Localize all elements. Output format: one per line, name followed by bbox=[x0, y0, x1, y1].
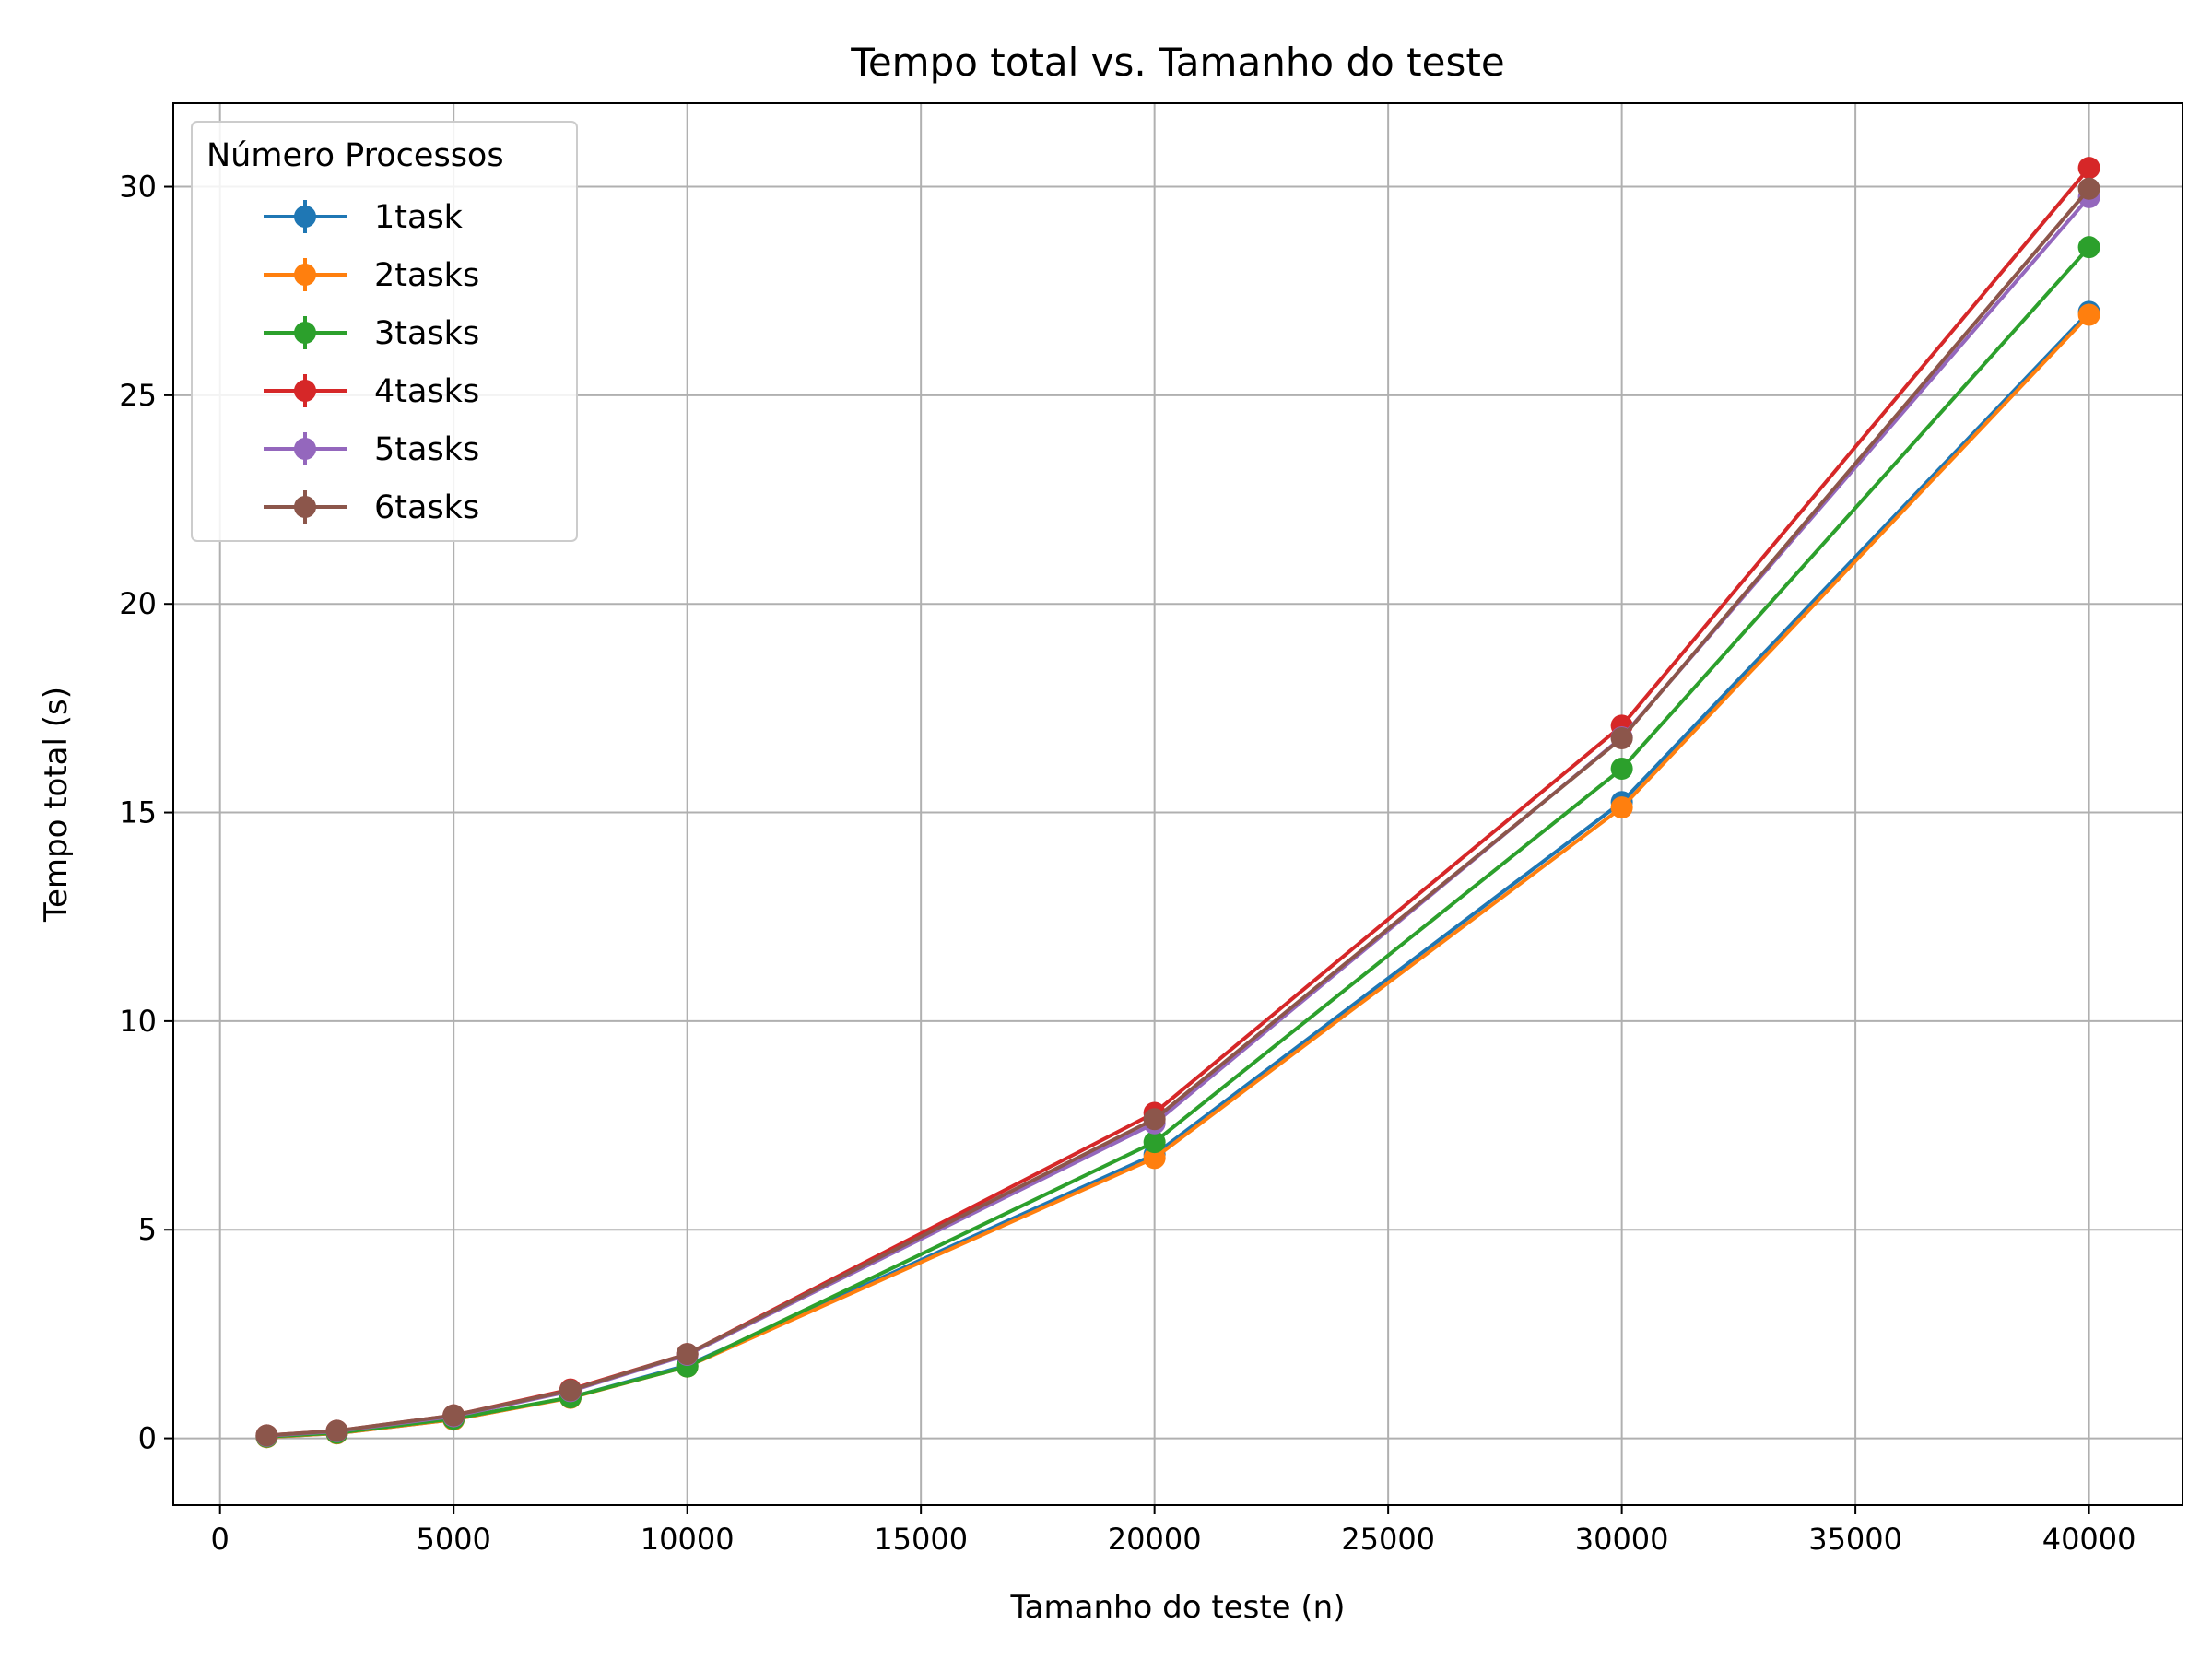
x-axis-title: Tamanho do teste (n) bbox=[1010, 1589, 1346, 1626]
x-tick-label: 40000 bbox=[2042, 1522, 2136, 1557]
y-tick-label: 30 bbox=[119, 170, 157, 205]
series-line bbox=[266, 187, 2091, 1438]
data-point bbox=[1143, 1147, 1166, 1170]
y-tick-label: 20 bbox=[119, 586, 157, 621]
x-tick-label: 10000 bbox=[641, 1522, 735, 1557]
data-point bbox=[2077, 177, 2100, 200]
data-point bbox=[559, 1379, 582, 1402]
data-point bbox=[2077, 236, 2100, 259]
data-point bbox=[676, 1343, 699, 1366]
x-tick-label: 15000 bbox=[874, 1522, 968, 1557]
y-axis-title: Tempo total (s) bbox=[38, 687, 75, 923]
legend-marker bbox=[294, 322, 316, 344]
x-tick-label: 25000 bbox=[1341, 1522, 1435, 1557]
legend-label: 5tasks bbox=[374, 431, 479, 468]
legend-marker bbox=[294, 496, 316, 518]
data-point bbox=[2077, 157, 2100, 180]
data-point bbox=[2077, 303, 2100, 326]
grid bbox=[173, 103, 2183, 1505]
legend-marker bbox=[294, 438, 316, 460]
y-tick-label: 15 bbox=[119, 795, 157, 830]
data-point bbox=[255, 1424, 278, 1447]
legend-label: 2tasks bbox=[374, 257, 479, 294]
x-tick-label: 0 bbox=[211, 1522, 229, 1557]
legend-items: 1task 2tasks 3tasks 4tasks 5tasks 6tasks bbox=[264, 199, 479, 526]
data-point bbox=[442, 1404, 465, 1427]
data-point bbox=[1610, 796, 1633, 819]
axis-ticks: 0 5000 10000 15000 20000 25000 30000 35000 40000… bbox=[119, 170, 2136, 1557]
legend-item: 3tasks bbox=[264, 315, 479, 352]
legend-label: 1task bbox=[374, 199, 464, 236]
legend-item: 4tasks bbox=[264, 373, 479, 410]
legend-item: 5tasks bbox=[264, 431, 479, 468]
series-lines bbox=[255, 157, 2100, 1449]
legend-marker bbox=[294, 380, 316, 402]
data-point bbox=[325, 1419, 348, 1442]
x-tick-label: 35000 bbox=[1808, 1522, 1902, 1557]
y-tick-label: 0 bbox=[138, 1421, 157, 1456]
legend-item: 2tasks bbox=[264, 257, 479, 294]
x-tick-label: 5000 bbox=[416, 1522, 490, 1557]
legend-title: Número Processos bbox=[206, 137, 504, 174]
legend-item: 1task bbox=[264, 199, 464, 236]
data-point bbox=[1610, 758, 1633, 781]
x-tick-label: 30000 bbox=[1575, 1522, 1669, 1557]
legend-item: 6tasks bbox=[264, 489, 479, 526]
data-point bbox=[1143, 1108, 1166, 1131]
data-point bbox=[1610, 726, 1633, 749]
legend-label: 3tasks bbox=[374, 315, 479, 352]
y-tick-label: 10 bbox=[119, 1004, 157, 1039]
x-tick-label: 20000 bbox=[1108, 1522, 1202, 1557]
chart-title: Tempo total vs. Tamanho do teste bbox=[850, 40, 1504, 85]
legend-label: 4tasks bbox=[374, 373, 479, 410]
data-point bbox=[1143, 1131, 1166, 1154]
legend-label: 6tasks bbox=[374, 489, 479, 526]
series-6tasks bbox=[255, 177, 2100, 1447]
legend-marker bbox=[294, 206, 316, 228]
plot-frame bbox=[172, 102, 2183, 1506]
y-tick-label: 25 bbox=[119, 378, 157, 413]
legend-box bbox=[191, 121, 578, 542]
y-tick-label: 5 bbox=[138, 1212, 157, 1247]
legend: Número Processos 1task 2tasks 3tasks 4tasks… bbox=[191, 121, 578, 542]
legend-marker bbox=[294, 264, 316, 286]
